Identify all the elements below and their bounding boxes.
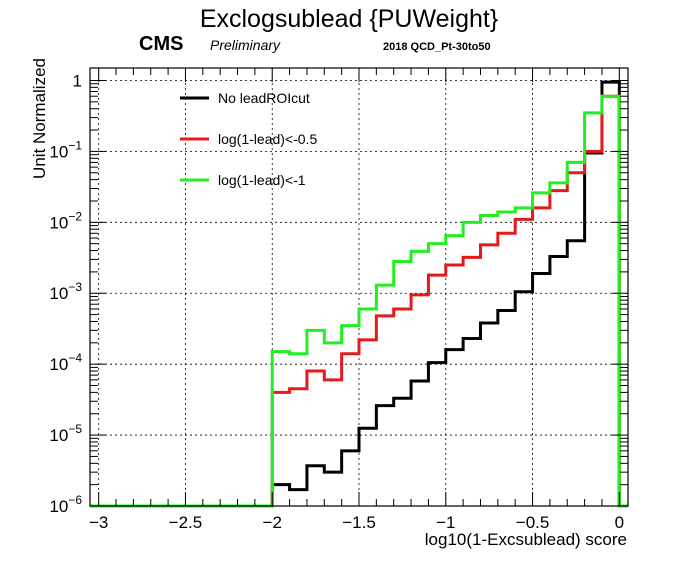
- y-tick-label: 10−2: [49, 209, 82, 232]
- x-tick-label: −2: [263, 513, 282, 532]
- y-tick-exponent: −2: [68, 209, 82, 223]
- x-tick-label: −0.5: [516, 513, 550, 532]
- legend-label-2: log(1-lead)<-0.5: [218, 131, 317, 147]
- y-tick-exponent: −5: [68, 422, 82, 436]
- y-tick-base: 10: [49, 284, 68, 303]
- y-tick-label: 10−5: [49, 422, 82, 445]
- x-tick-label: −3: [89, 513, 108, 532]
- cms-label: CMS: [139, 33, 183, 55]
- y-tick-label: 10−4: [49, 351, 82, 374]
- chart-title: Exclogsublead {PUWeight}: [200, 5, 498, 33]
- y-tick-exponent: −3: [68, 280, 82, 294]
- legend-label-3: log(1-lead)<-1: [218, 172, 306, 188]
- tick-layer: [90, 68, 628, 507]
- preliminary-label: Preliminary: [210, 37, 281, 53]
- y-tick-exponent: −1: [68, 138, 82, 152]
- y-tick-base: 10: [49, 213, 68, 232]
- series-line-1: [90, 80, 628, 508]
- series-line-3: [90, 94, 628, 508]
- dataset-label: 2018 QCD_Pt-30to50: [383, 41, 491, 53]
- x-tick-label: 0: [615, 513, 624, 532]
- y-tick-label: 10−3: [49, 280, 82, 303]
- x-tick-label: −1.5: [342, 513, 376, 532]
- y-tick-base: 10: [49, 142, 68, 161]
- y-tick-label: 1: [73, 71, 82, 90]
- label-layer: −3 −2.5 −2 −1.5 −1 −0.5 010−610−510−410−310−21…: [49, 71, 624, 532]
- y-tick-base: 10: [49, 497, 68, 516]
- x-tick-label: −2.5: [169, 513, 203, 532]
- y-tick-label: 10−6: [49, 493, 82, 516]
- y-tick-exponent: −6: [68, 493, 82, 507]
- series-layer: [90, 80, 628, 508]
- y-tick-base: 1: [73, 71, 82, 90]
- y-tick-exponent: −4: [68, 351, 82, 365]
- legend: No leadROIcut log(1-lead)<-0.5 log(1-lead)…: [180, 90, 317, 188]
- y-axis-title: Unit Normalized: [30, 58, 49, 179]
- x-axis-title: log10(1-Excsublead) score: [425, 530, 627, 549]
- y-tick-base: 10: [49, 426, 68, 445]
- legend-label-1: No leadROIcut: [218, 90, 310, 106]
- y-tick-base: 10: [49, 355, 68, 374]
- y-tick-label: 10−1: [49, 138, 82, 161]
- x-tick-label: −1: [436, 513, 455, 532]
